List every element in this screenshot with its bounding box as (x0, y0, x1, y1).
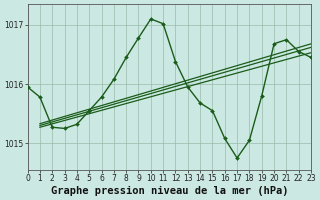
X-axis label: Graphe pression niveau de la mer (hPa): Graphe pression niveau de la mer (hPa) (51, 186, 288, 196)
